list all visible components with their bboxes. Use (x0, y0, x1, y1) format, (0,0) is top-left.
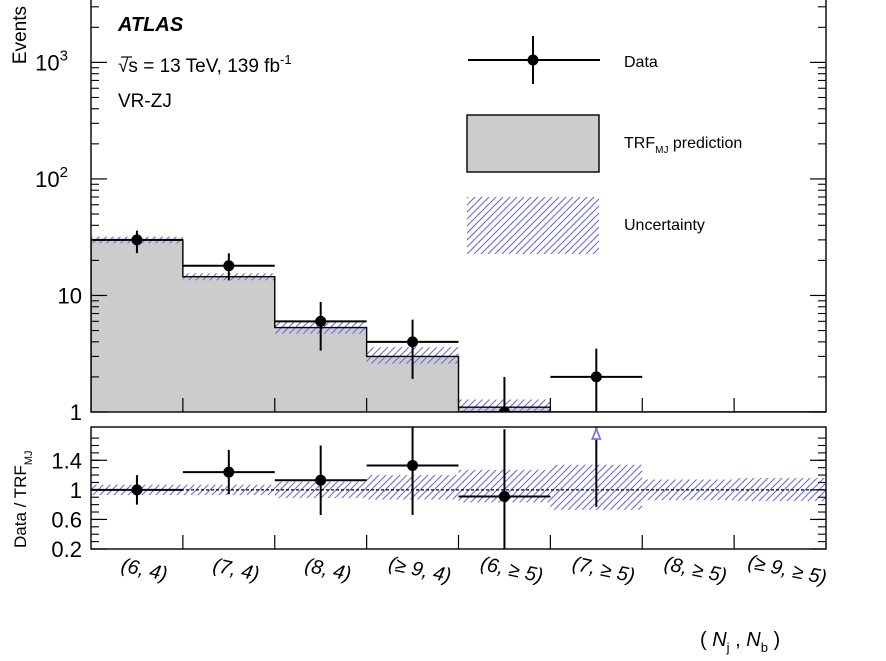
x-category-label-1: (6, 4) (119, 555, 169, 586)
ratio-y-axis-title: Data / TRFMJ (11, 451, 35, 549)
prediction-outline (91, 239, 826, 412)
data-marker (407, 336, 419, 348)
legend-uncertainty-label: Uncertainty (624, 217, 705, 234)
ratio-marker (407, 459, 419, 471)
data-point-3 (274, 301, 367, 351)
x-axis-title: ( Nj , Nb ) (700, 629, 780, 655)
energy-label: √s = 13 TeV, 139 fb-1 (118, 52, 292, 77)
x-category-label-2: (7, 4) (211, 555, 261, 586)
ratio-marker (131, 484, 143, 496)
ratio-panel (91, 427, 826, 549)
data-marker (498, 406, 510, 412)
ratio-point-6 (590, 427, 602, 507)
y-tick-label-4: 103 (35, 47, 68, 75)
legend-uncertainty-swatch (467, 197, 599, 254)
data-point-4 (366, 319, 459, 379)
x-category-label-8: (≥ 9, ≥ 5) (746, 551, 829, 589)
ratio-point-3 (274, 445, 367, 515)
ratio-y-tick-label-1: 0.2 (51, 537, 82, 562)
x-category-label-5: (6, ≥ 5) (478, 553, 544, 588)
data-marker (590, 371, 602, 383)
y-tick-label-1: 1 (70, 400, 82, 425)
ratio-point-4 (366, 427, 459, 515)
x-category-label-6: (7, ≥ 5) (570, 553, 636, 588)
ratio-marker (498, 491, 510, 503)
ratio-y-tick-label-3: 1 (70, 478, 82, 503)
ratio-marker (315, 474, 327, 486)
legend-data-label: Data (624, 54, 658, 71)
main-panel (91, 230, 826, 412)
legend-prediction-swatch (466, 114, 600, 173)
ratio-point-2 (182, 449, 275, 495)
ratio-point-5 (458, 429, 551, 549)
ratio-y-tick-label-4: 1.4 (51, 448, 82, 473)
legend: Data TRFMJ prediction Uncertainty (466, 36, 742, 254)
data-point-2 (182, 253, 275, 281)
prediction-bin-2 (182, 276, 275, 412)
y-tick-label-2: 10 (58, 283, 82, 308)
data-marker (223, 260, 235, 272)
x-category-label-7: (8, ≥ 5) (662, 553, 728, 588)
legend-prediction-label: TRFMJ prediction (624, 135, 742, 156)
ratio-marker (223, 466, 235, 478)
legend-data-marker (527, 54, 539, 66)
data-marker (315, 315, 327, 327)
data-marker (131, 234, 143, 246)
y-tick-label-3: 102 (35, 164, 68, 192)
data-point-6 (550, 348, 643, 412)
ratio-y-tick-label-2: 0.6 (51, 507, 82, 532)
prediction-bin-1 (91, 239, 183, 412)
x-category-label-3: (8, 4) (303, 555, 353, 586)
y-axis-title: Events (10, 6, 31, 64)
x-category-label-4: (≥ 9, 4) (387, 553, 453, 588)
main-plot-area (91, 230, 826, 412)
atlas-label: ATLAS (117, 14, 184, 36)
region-label: VR-ZJ (118, 91, 172, 112)
ratio-uncertainty-band-8 (734, 478, 826, 501)
data-point-5 (458, 376, 551, 412)
data-point-1 (91, 230, 183, 254)
ratio-off-scale-arrow (590, 427, 602, 440)
axis-ticks (91, 6, 826, 550)
ratio-plot-area (91, 427, 826, 549)
